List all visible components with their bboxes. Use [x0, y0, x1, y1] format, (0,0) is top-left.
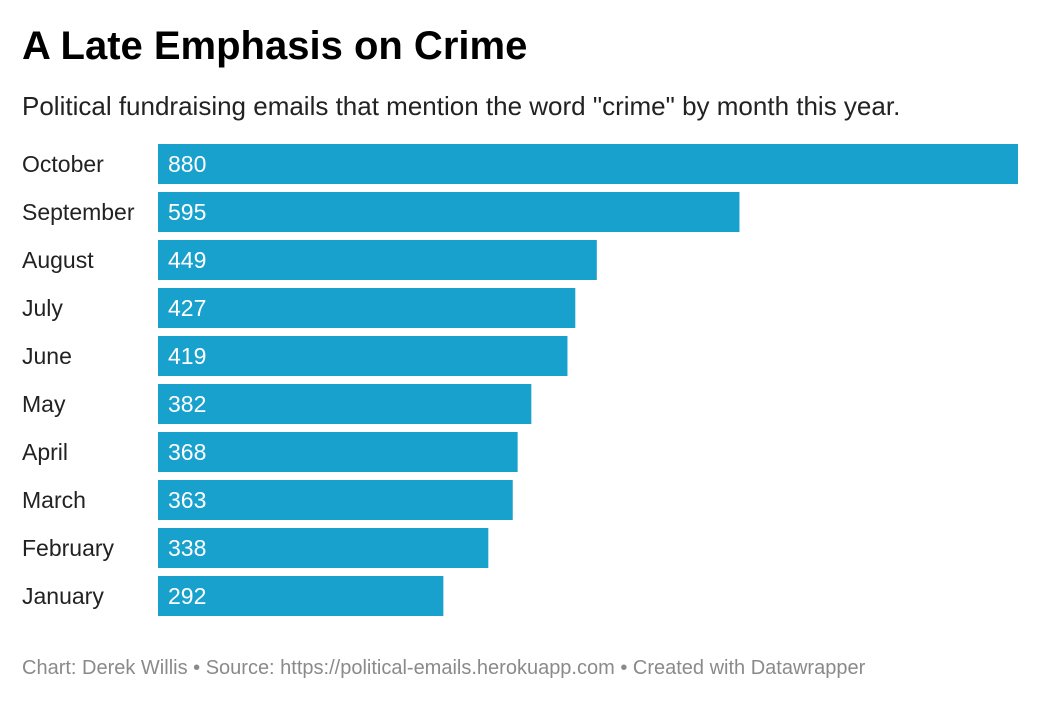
row-label: April: [22, 439, 68, 465]
bar-value-label: 880: [168, 151, 206, 177]
chart-title: A Late Emphasis on Crime: [22, 24, 528, 68]
bar-value-label: 338: [168, 535, 206, 561]
bar: [158, 576, 444, 616]
bar: [158, 192, 740, 232]
row-label: February: [22, 535, 115, 561]
bar: [158, 288, 576, 328]
row-label: August: [22, 247, 94, 273]
bar: [158, 480, 513, 520]
bar-value-label: 427: [168, 295, 206, 321]
bar-value-label: 363: [168, 487, 206, 513]
row-label: May: [22, 391, 66, 417]
bar-value-label: 419: [168, 343, 206, 369]
row-label: October: [22, 151, 104, 177]
chart-subtitle: Political fundraising emails that mentio…: [22, 91, 901, 121]
bar: [158, 144, 1018, 184]
bar-value-label: 368: [168, 439, 206, 465]
bar-value-label: 449: [168, 247, 206, 273]
bar-value-label: 292: [168, 583, 206, 609]
bar: [158, 384, 532, 424]
row-label: January: [22, 583, 104, 609]
row-label: July: [22, 295, 63, 321]
row-label: March: [22, 487, 86, 513]
bar-value-label: 382: [168, 391, 206, 417]
bar: [158, 240, 597, 280]
row-label: June: [22, 343, 72, 369]
bar: [158, 528, 489, 568]
bar-value-label: 595: [168, 199, 206, 225]
bar: [158, 432, 518, 472]
chart-footer: Chart: Derek Willis • Source: https://po…: [22, 657, 866, 679]
bar: [158, 336, 568, 376]
row-label: September: [22, 199, 135, 225]
